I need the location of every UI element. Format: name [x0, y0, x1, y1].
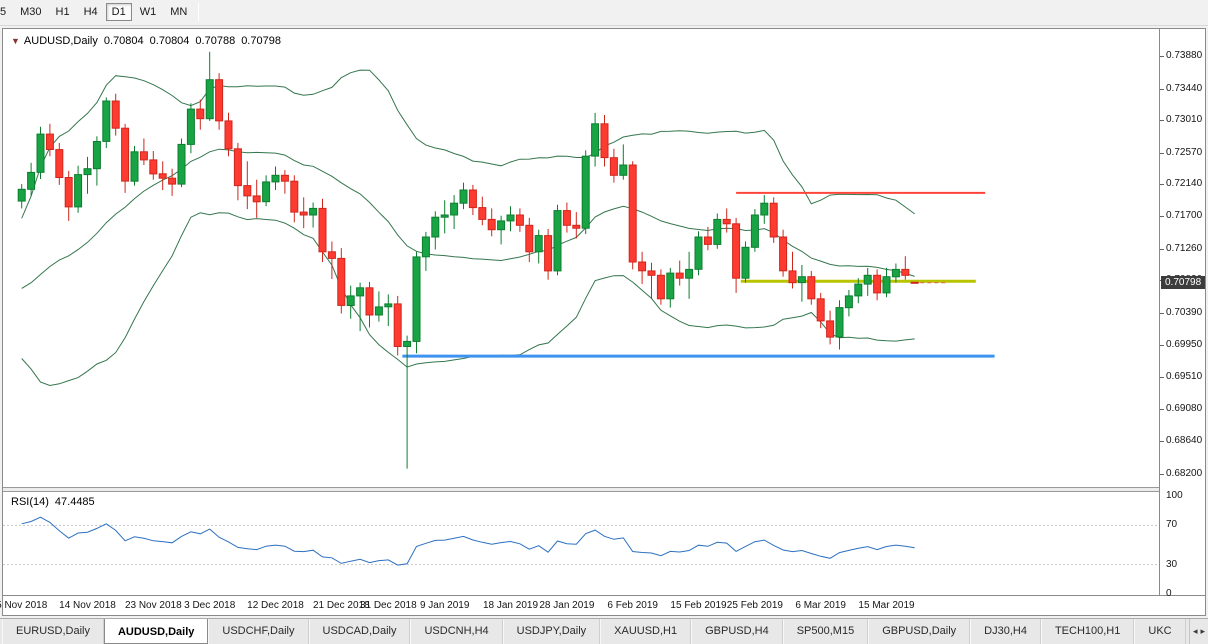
quote-close: 0.70798 [241, 35, 281, 47]
chart-tab-eurusd-daily[interactable]: EURUSD,Daily [2, 619, 104, 644]
timeframe-button-h4[interactable]: H4 [83, 6, 98, 18]
chart-tab-bar: EURUSD,Daily AUDUSD,Daily USDCHF,Daily USDC… [0, 618, 1208, 644]
chart-quote-line: ▼ AUDUSD,Daily 0.70804 0.70804 0.70788 0.7079… [11, 35, 281, 47]
rsi-level-label: 100 [1166, 490, 1183, 501]
tab-scroll-right-icon[interactable]: ▸ [1200, 626, 1205, 636]
price-axis-label: 0.68200 [1159, 467, 1203, 479]
chart-tab-ukc[interactable]: UKC [1134, 619, 1186, 644]
price-axis-label: 0.71260 [1159, 242, 1203, 254]
date-axis-label: 14 Nov 2018 [59, 600, 116, 611]
bollinger-middle-band [21, 148, 915, 289]
date-axis-label: 21 Dec 2018 [312, 600, 370, 611]
price-axis-label: 0.69510 [1159, 371, 1203, 383]
price-axis-label: 0.72140 [1159, 178, 1203, 190]
candlestick-series [17, 51, 919, 469]
price-axis-label: 0.70390 [1159, 306, 1203, 318]
quote-open: 0.70804 [103, 35, 144, 47]
timeframe-toolbar: 5 M30 H1 H4 D1 W1 MN [0, 0, 1208, 26]
price-axis-label: 0.73440 [1159, 82, 1203, 94]
timeframe-button-d1[interactable]: D1 [105, 3, 132, 21]
date-axis-label: 5 Nov 2018 [0, 600, 48, 611]
date-axis-label: 18 Jan 2019 [482, 600, 539, 611]
chart-title: AUDUSD,Daily [23, 35, 98, 47]
date-axis-label: 6 Feb 2019 [607, 600, 658, 611]
date-axis-label: 9 Jan 2019 [419, 600, 470, 611]
price-axis-label: 0.73880 [1159, 50, 1203, 62]
indicator-splitter[interactable] [3, 487, 1205, 492]
chart-tab-dj30-h4[interactable]: DJ30,H4 [970, 619, 1041, 644]
symbol-marker-icon: ▼ [11, 36, 20, 46]
chart-window: ▼ AUDUSD,Daily 0.70804 0.70804 0.70788 0.7079… [0, 28, 1206, 616]
rsi-level-label: 0 [1166, 588, 1172, 599]
quote-low: 0.70788 [195, 35, 236, 47]
date-axis-label: 25 Feb 2019 [726, 600, 783, 611]
date-axis-label: 15 Feb 2019 [670, 600, 727, 611]
date-axis-label: 6 Mar 2019 [795, 600, 846, 611]
chart-tab-gbpusd-h4[interactable]: GBPUSD,H4 [691, 619, 783, 644]
current-price-badge: 0.70798 [1161, 275, 1206, 289]
price-axis[interactable]: 0.73880 0.73440 0.73010 0.72570 0.72140 0.717… [1159, 29, 1206, 599]
chart-tab-usdjpy-daily[interactable]: USDJPY,Daily [502, 619, 601, 644]
timeframe-button-w1[interactable]: W1 [139, 6, 157, 18]
tab-scroll-arrows: ◂ ▸ [1188, 619, 1208, 644]
rsi-name: RSI(14) [11, 496, 49, 508]
price-axis-label: 0.69950 [1159, 339, 1203, 351]
date-axis-label: 3 Dec 2018 [184, 600, 236, 611]
rsi-level-label: 30 [1166, 558, 1178, 570]
timeframe-button-h1[interactable]: H1 [55, 6, 70, 18]
price-axis-label: 0.73010 [1159, 114, 1203, 126]
price-axis-label: 0.68640 [1159, 435, 1203, 447]
chart-tab-gbpusd-daily[interactable]: GBPUSD,Daily [868, 619, 971, 644]
rsi-indicator-label: RSI(14) 47.4485 [11, 496, 95, 508]
chart-tab-usdchf-daily[interactable]: USDCHF,Daily [208, 619, 309, 644]
chart-tab-usdcnh-h4[interactable]: USDCNH,H4 [410, 619, 503, 644]
date-axis-label: 31 Dec 2018 [359, 600, 417, 611]
rsi-value: 47.4485 [54, 496, 95, 508]
chart-tab-xauusd-h1[interactable]: XAUUSD,H1 [600, 619, 692, 644]
timeframe-button-5[interactable]: 5 [0, 6, 7, 18]
date-axis-label: 28 Jan 2019 [539, 600, 595, 611]
price-chart-plot[interactable] [3, 29, 1159, 487]
date-axis-label: 12 Dec 2018 [247, 600, 304, 611]
quote-high: 0.70804 [149, 35, 190, 47]
chart-tab-tech100-h1[interactable]: TECH100,H1 [1040, 619, 1135, 644]
toolbar-separator [198, 3, 200, 21]
price-axis-label: 0.71700 [1159, 210, 1203, 222]
rsi-level-label: 70 [1166, 519, 1178, 531]
chart-tab-audusd-daily[interactable]: AUDUSD,Daily [103, 619, 209, 644]
date-axis-label: 23 Nov 2018 [124, 600, 182, 611]
timeframe-button-mn[interactable]: MN [170, 6, 188, 18]
chart-tab-sp500-m15[interactable]: SP500,M15 [782, 619, 869, 644]
bollinger-upper-band [21, 69, 915, 219]
timeframe-button-m30[interactable]: M30 [20, 6, 42, 18]
tab-scroll-left-icon[interactable]: ◂ [1192, 626, 1198, 636]
chart-tab-usdcad-daily[interactable]: USDCAD,Daily [308, 619, 411, 644]
rsi-line [21, 516, 915, 566]
rsi-indicator-plot[interactable] [3, 492, 1159, 595]
price-axis-label: 0.69080 [1159, 403, 1203, 415]
price-axis-label: 0.72570 [1159, 146, 1203, 158]
date-axis-label: 15 Mar 2019 [858, 600, 915, 611]
date-axis[interactable]: 5 Nov 2018 14 Nov 2018 23 Nov 2018 3 Dec 20… [0, 595, 1205, 615]
